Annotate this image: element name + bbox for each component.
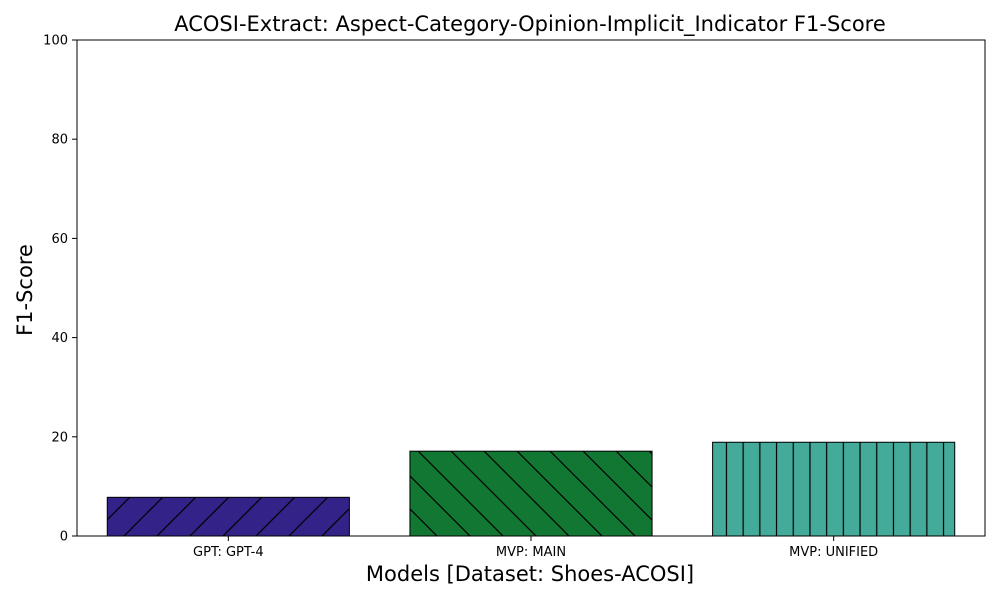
- y-tick-label: 60: [51, 232, 68, 247]
- bar-hatch: [712, 441, 956, 537]
- chart-title: ACOSI-Extract: Aspect-Category-Opinion-I…: [174, 12, 886, 37]
- y-tick-label: 100: [43, 34, 68, 49]
- x-axis-label: Models [Dataset: Shoes-ACOSI]: [366, 562, 694, 586]
- plot-frame: [76, 39, 986, 537]
- x-tick-label: MVP: MAIN: [496, 545, 566, 560]
- bar-hatch: [106, 496, 350, 537]
- y-tick-label: 20: [51, 430, 68, 445]
- plot-area: GPT: GPT-4 MVP: MAIN MVP: UNIFIED 0 20 40 60 80…: [43, 34, 986, 560]
- x-tick-label: MVP: UNIFIED: [789, 545, 878, 560]
- y-axis-label: F1-Score: [13, 244, 37, 336]
- y-tick-label: 0: [60, 530, 68, 545]
- bar-hatch: [409, 450, 653, 537]
- y-tick-label: 80: [51, 133, 68, 148]
- y-tick-label: 40: [51, 331, 68, 346]
- x-tick-label: GPT: GPT-4: [193, 545, 264, 560]
